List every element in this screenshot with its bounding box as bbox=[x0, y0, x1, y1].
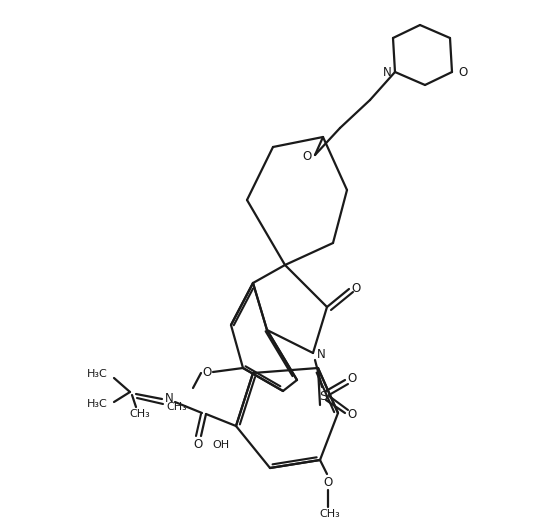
Text: O: O bbox=[202, 365, 212, 378]
Text: OH: OH bbox=[212, 440, 229, 450]
Text: N: N bbox=[164, 393, 173, 406]
Text: O: O bbox=[302, 149, 312, 162]
Text: CH₃: CH₃ bbox=[167, 402, 188, 412]
Text: O: O bbox=[458, 65, 468, 78]
Text: CH₃: CH₃ bbox=[320, 509, 340, 519]
Text: N: N bbox=[317, 348, 326, 361]
Text: O: O bbox=[194, 438, 202, 452]
Text: O: O bbox=[348, 408, 356, 421]
Text: H₃C: H₃C bbox=[87, 369, 108, 379]
Text: S: S bbox=[319, 389, 327, 402]
Text: CH₃: CH₃ bbox=[130, 409, 150, 419]
Text: O: O bbox=[323, 477, 333, 490]
Text: O: O bbox=[351, 281, 361, 294]
Text: O: O bbox=[348, 373, 356, 386]
Text: H₃C: H₃C bbox=[87, 399, 108, 409]
Text: N: N bbox=[383, 66, 392, 79]
